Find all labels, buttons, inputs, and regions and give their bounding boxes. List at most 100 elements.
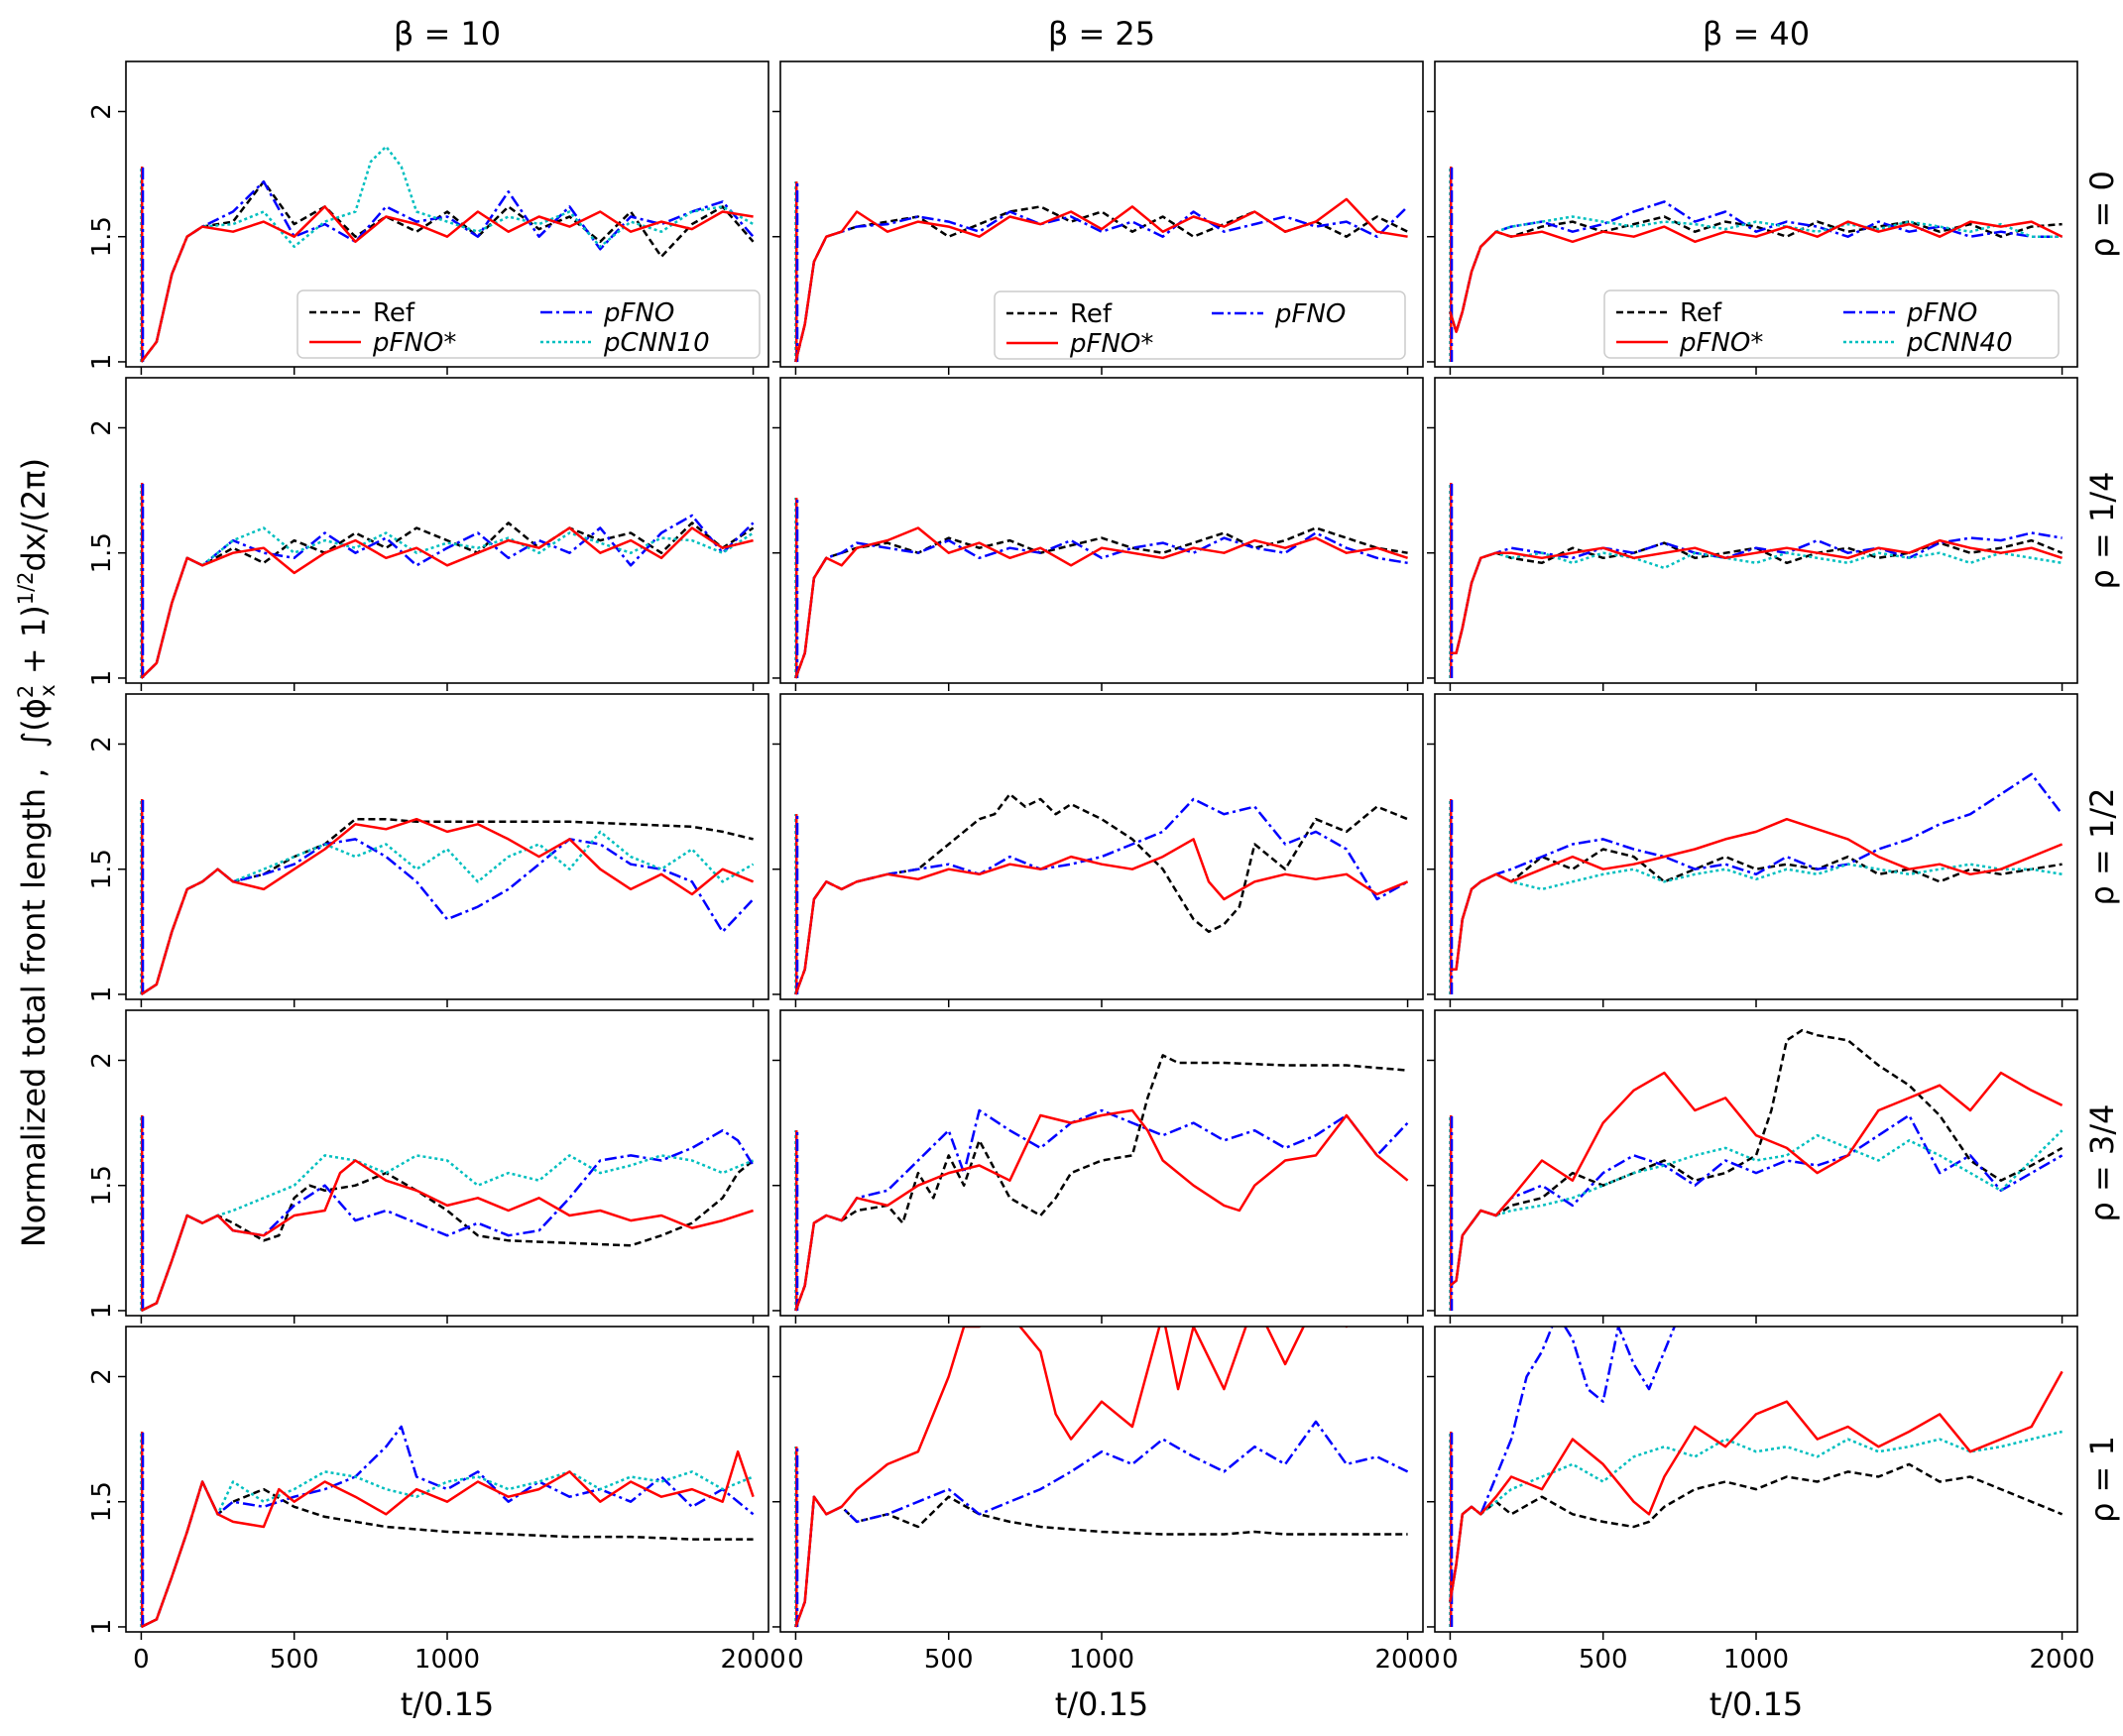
axes-frame <box>779 1326 1424 1633</box>
series-group <box>794 498 1408 679</box>
y-axis-label-formula-sup2: 1/2 <box>14 571 38 605</box>
series-line-pfno-star <box>794 197 1408 363</box>
panel-r1-c1: 11.52 <box>87 60 769 375</box>
series-line-pcnn <box>1450 551 2063 654</box>
series-line-ref <box>140 521 755 679</box>
series-line-pfno <box>1450 772 2064 971</box>
panel-r1-c3 <box>1427 60 2078 375</box>
legend-label: pCNN10 <box>603 328 710 358</box>
series-group <box>140 1425 755 1629</box>
axes-frame <box>779 377 1424 684</box>
y-tick-label: 1 <box>87 1303 117 1320</box>
x-axis-label-col-1: t/0.15 <box>401 1685 495 1723</box>
series-line-pfno <box>794 1108 1409 1312</box>
row-title: ρ = 1/4 <box>2083 472 2121 590</box>
legend-box <box>1603 289 2060 359</box>
y-tick-label: 2 <box>87 103 117 120</box>
y-axis-label: Normalized total front length , ∫(ϕ2x + … <box>14 458 59 1247</box>
series-line-pfno-star <box>140 526 754 679</box>
series-line-pfno-star <box>140 817 755 996</box>
legend-label: pFNO* <box>1069 329 1153 359</box>
series-line-ref <box>794 1495 1408 1628</box>
y-tick-label: 1.5 <box>87 532 117 573</box>
legend-label: pFNO* <box>372 328 456 358</box>
series-group <box>794 1327 1409 1628</box>
series-group <box>794 1054 1409 1312</box>
row-title: ρ = 1 <box>2083 1436 2121 1523</box>
x-axis-label-col-3: t/0.15 <box>1710 1685 1804 1723</box>
series-group <box>140 799 755 996</box>
axes-frame <box>125 1326 769 1633</box>
series-line-pcnn <box>140 145 755 363</box>
y-tick-label: 2 <box>87 1052 117 1069</box>
legend-label: Ref <box>1070 299 1113 329</box>
series-line-pfno-star <box>1449 1071 2064 1287</box>
x-tick-label: 1000 <box>1069 1645 1134 1675</box>
x-tick-label: 2000 <box>720 1645 785 1675</box>
series-line-ref <box>140 1159 755 1313</box>
series-line-ref <box>140 1480 754 1629</box>
y-axis-label-formula-sup: 2 <box>14 685 38 698</box>
series-group <box>1449 483 2064 678</box>
series-line-pfno <box>794 1420 1409 1628</box>
series-line-pcnn <box>140 1470 755 1629</box>
axes-frame <box>1434 693 2078 1000</box>
x-tick-label: 2000 <box>2029 1645 2094 1675</box>
series-line-pfno-star <box>1449 220 2064 333</box>
panel-r2-c3 <box>1427 377 2078 691</box>
column-title: β = 25 <box>1048 15 1155 53</box>
x-tick-label: 500 <box>270 1645 319 1675</box>
x-tick-label: 0 <box>787 1645 804 1675</box>
series-group <box>1449 1327 2064 1627</box>
column-title: β = 40 <box>1703 15 1810 53</box>
panel-r5-c2: 0 500 1000 2000 <box>772 1326 1441 1675</box>
y-tick-label: 2 <box>87 1368 117 1385</box>
y-tick-label: 1 <box>87 1619 117 1636</box>
svg-text:Normalized total front length: Normalized total front length , ∫(ϕ2x + … <box>14 458 59 1247</box>
y-tick-label: 1 <box>87 670 117 687</box>
series-line-ref <box>140 817 754 996</box>
x-tick-label: 500 <box>924 1645 974 1675</box>
series-group <box>794 181 1409 363</box>
axes-frame <box>125 1009 769 1317</box>
series-line-pfno-star <box>1450 538 2063 654</box>
x-tick-label: 0 <box>133 1645 150 1675</box>
panel-r4-c2 <box>772 1009 1424 1324</box>
x-tick-label: 500 <box>1579 1645 1628 1675</box>
series-group <box>1449 167 2064 362</box>
axes-frame <box>779 1009 1424 1317</box>
y-tick-label: 1.5 <box>87 849 117 889</box>
axes-frame <box>779 693 1424 1000</box>
panel-r1-c2 <box>772 60 1424 375</box>
series-line-pfno-star <box>140 1159 754 1313</box>
series-line-pfno <box>140 838 755 996</box>
legend-label: pFNO <box>1274 299 1346 329</box>
panel-r3-c2 <box>772 693 1424 1007</box>
row-title: ρ = 3/4 <box>2083 1104 2121 1222</box>
panel-r5-c3: 0 500 1000 2000 <box>1427 1326 2095 1675</box>
y-axis-label-formula: ∫(ϕ <box>15 698 53 748</box>
x-tick-label: 0 <box>1442 1645 1459 1675</box>
series-line-pcnn <box>140 830 755 996</box>
legend-label: pFNO <box>1906 298 1977 328</box>
legend-label: pFNO <box>603 298 674 328</box>
axes-frame <box>1434 1009 2078 1317</box>
panel-r2-c1: 11.52 <box>87 377 769 691</box>
series-line-ref <box>1450 848 2063 971</box>
y-tick-label: 1 <box>87 354 117 371</box>
x-tick-label: 1000 <box>1723 1645 1789 1675</box>
axes-frame <box>1434 1326 2078 1633</box>
legend-label: Ref <box>1680 298 1722 328</box>
panel-r3-c3 <box>1427 693 2078 1007</box>
panels-layer: 11.52β = 10 β = 25 β = 40ρ = 011.52ρ = 1/4… <box>87 15 2121 1675</box>
y-tick-label: 1.5 <box>87 1165 117 1206</box>
axes-frame <box>125 377 769 684</box>
series-group <box>140 483 755 679</box>
series-line-ref <box>1449 1028 2064 1287</box>
x-axis-label-col-2: t/0.15 <box>1055 1685 1149 1723</box>
y-tick-label: 2 <box>87 736 117 752</box>
